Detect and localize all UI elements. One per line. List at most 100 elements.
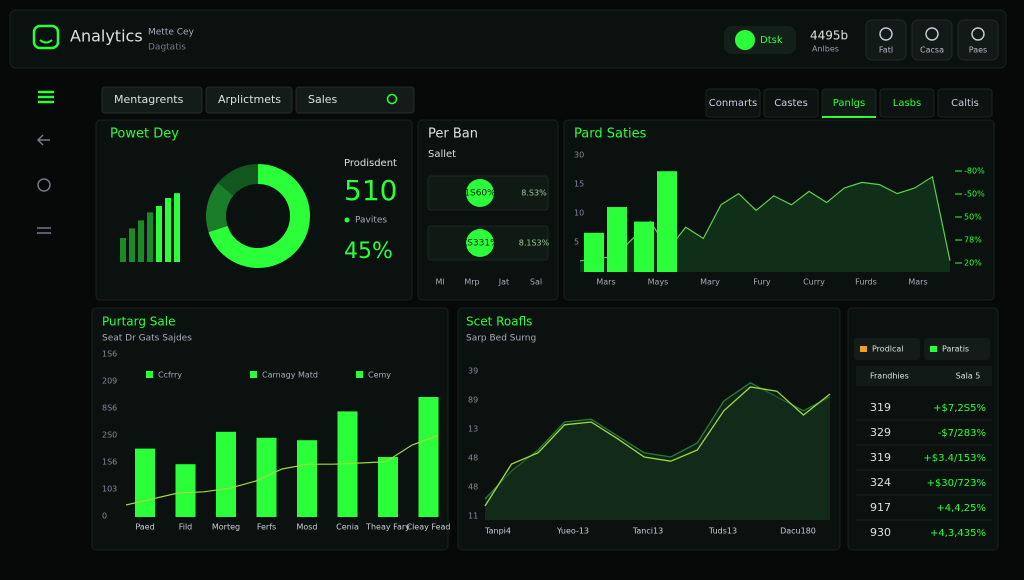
stat-label: Anlbes: [812, 45, 839, 54]
cell: 319: [870, 401, 891, 414]
bar: [175, 464, 196, 517]
x-label: Mrp: [464, 278, 479, 287]
button-label: Cacsa: [920, 46, 944, 55]
tab[interactable]: [705, 88, 761, 118]
header-bar: [9, 9, 1007, 69]
button-label: Paes: [969, 46, 987, 55]
kpi-label: Prodisdent: [344, 158, 397, 169]
tab[interactable]: [101, 86, 203, 114]
x-label: Ml: [435, 278, 444, 287]
cell: +4,4,25%: [936, 503, 986, 514]
cell: 319: [870, 451, 891, 464]
app-subtitle: Mette Cey: [148, 28, 195, 38]
area: [485, 387, 830, 520]
tab-label: Panlgs: [833, 98, 865, 109]
bar: [156, 206, 162, 262]
column-header: Frandhies: [870, 372, 909, 381]
legend-swatch: [356, 371, 363, 378]
kpi-percent: 45%: [344, 239, 393, 264]
donut-segment: [208, 164, 310, 268]
bar: [120, 238, 126, 262]
tab-label: Lasbs: [893, 98, 921, 109]
tab-label: Castes: [774, 98, 808, 109]
legend-swatch: [146, 371, 153, 378]
x-label: Dacu180: [780, 527, 816, 536]
app-title: Analytics: [70, 27, 143, 46]
bar: [138, 220, 144, 262]
menu-icon[interactable]: [38, 90, 54, 104]
donut-segment: [217, 164, 259, 197]
tab[interactable]: [205, 86, 293, 114]
cell: +4,3,435%: [930, 528, 986, 539]
cell: +$30/723%: [927, 478, 986, 489]
legend-chip[interactable]: [854, 338, 920, 360]
column-header: Sala 5: [956, 372, 981, 381]
x-label: Paed: [135, 523, 154, 532]
x-label: Theay Fary: [365, 523, 410, 532]
y2-label: 50%: [964, 213, 982, 222]
tab-label: Mentagrents: [114, 93, 184, 106]
legend-swatch: [860, 346, 867, 352]
x-label: Mars: [908, 278, 927, 287]
panel-title: Pard Saties: [574, 127, 647, 142]
x-label: Furds: [855, 278, 877, 287]
y2-label: -80%: [964, 167, 985, 176]
legend-dot: [344, 217, 350, 223]
trend-line: [125, 434, 439, 506]
y-label: 1S6: [102, 458, 117, 467]
x-label: Tuds13: [708, 527, 737, 536]
y-label: 5: [574, 238, 579, 247]
y-label: 2S0: [102, 431, 117, 440]
bar: [174, 193, 180, 262]
legend-chip[interactable]: [924, 338, 990, 360]
power-panel: [95, 119, 413, 301]
button-icon: [879, 27, 893, 41]
bar: [634, 221, 654, 272]
bar: [256, 437, 277, 517]
item-badge: [466, 229, 494, 257]
panel-subtitle: Sarp Bed Surng: [466, 334, 536, 344]
search-icon[interactable]: [386, 93, 398, 105]
tab[interactable]: [937, 88, 993, 118]
x-label: Fild: [179, 523, 193, 532]
list-icon[interactable]: [37, 227, 51, 234]
x-label: Mays: [648, 278, 669, 287]
bar: [657, 171, 677, 272]
tab[interactable]: [295, 86, 415, 114]
legend-label: Prodlcal: [872, 345, 904, 354]
tab[interactable]: [879, 88, 935, 118]
bar: [607, 207, 627, 272]
bar: [297, 440, 317, 517]
cell: 329: [870, 426, 891, 439]
bar: [418, 397, 439, 517]
cell: -$7/283%: [938, 428, 986, 439]
tab-label: Arplictmets: [218, 93, 281, 106]
legend-label: Ccfrry: [158, 371, 182, 380]
item-value: 8.1S3%: [519, 239, 550, 248]
legend-label: Cemy: [368, 371, 391, 380]
back-icon[interactable]: [36, 134, 50, 146]
table-header: [856, 366, 992, 386]
legend-swatch: [930, 346, 937, 352]
y-label: 0: [102, 512, 107, 521]
x-label: Tanpi4: [484, 527, 511, 536]
tab-label: Caltis: [951, 98, 979, 109]
stat-value: 4495b: [810, 29, 848, 43]
legend-label: Carnagy Matd: [262, 371, 318, 380]
bar: [337, 411, 358, 517]
y-label: 13: [468, 425, 478, 434]
bar: [135, 448, 155, 517]
bar: [165, 198, 171, 262]
item-badge-text: KS331%: [461, 239, 499, 249]
panel-title: Per Ban: [428, 127, 478, 142]
globe-icon[interactable]: [37, 178, 51, 192]
cell: +$7,2S5%: [933, 403, 986, 414]
x-label: Tanci13: [632, 527, 663, 536]
bar: [584, 232, 604, 272]
line: [484, 382, 831, 500]
line: [484, 386, 831, 507]
badge-text: Dtsk: [760, 35, 783, 46]
y2-label: 78%: [964, 236, 982, 245]
x-label: Cleay Fead: [407, 523, 451, 532]
tab[interactable]: [763, 88, 819, 118]
